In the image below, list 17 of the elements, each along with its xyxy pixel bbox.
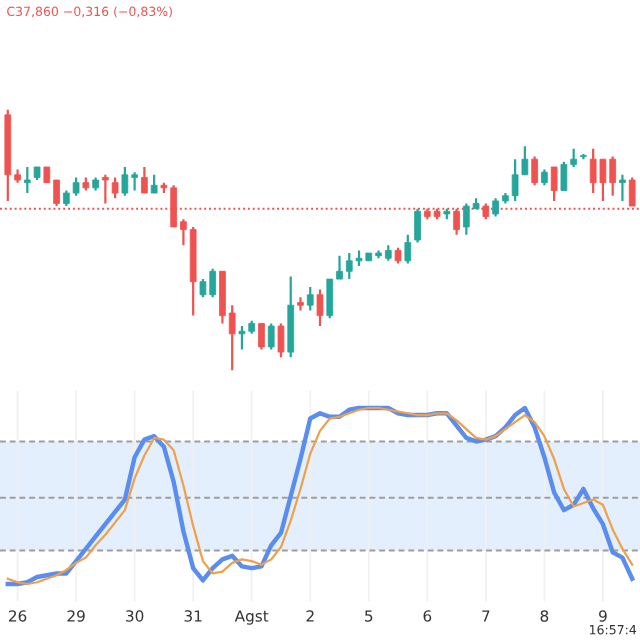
candlestick: [306, 285, 314, 312]
candlestick: [267, 322, 275, 351]
candlestick: [102, 173, 109, 205]
candlestick: [150, 173, 158, 195]
candlestick: [414, 207, 421, 244]
candlestick: [23, 165, 31, 195]
candlestick: [297, 296, 304, 312]
candlestick: [277, 322, 285, 359]
candlestick: [404, 233, 412, 265]
candlestick: [316, 288, 324, 328]
candlestick: [531, 155, 538, 187]
candlestick: [287, 275, 295, 359]
candlestick: [111, 176, 119, 200]
candlestick: [550, 165, 558, 202]
candlestick: [141, 165, 148, 195]
candlestick: [258, 322, 265, 351]
candlestick: [619, 173, 626, 202]
